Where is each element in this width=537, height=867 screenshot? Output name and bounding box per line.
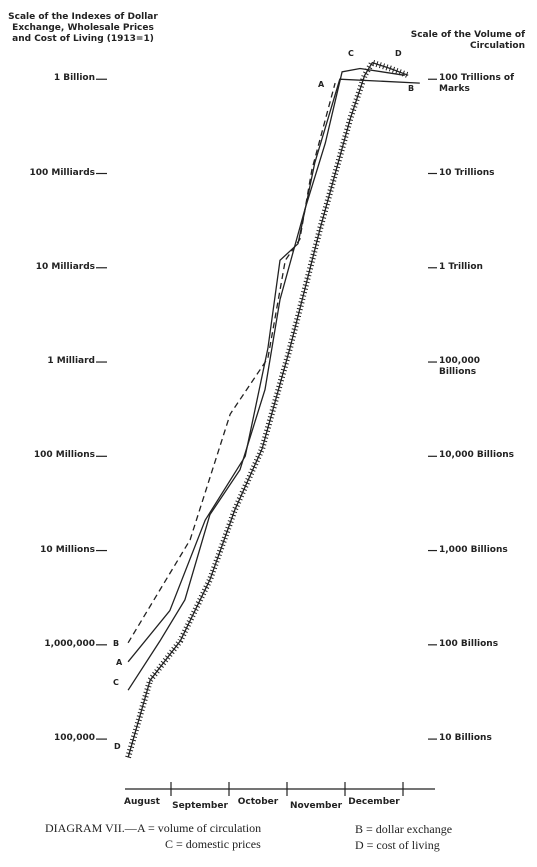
y2-tick-label: 10 Trillions xyxy=(439,167,495,178)
y-tick-label: 100 Millions xyxy=(33,450,95,461)
y-tick-label: 10 Milliards xyxy=(35,261,95,272)
series-line xyxy=(127,78,420,663)
series-letter: B xyxy=(408,84,414,93)
x-tick-label: November xyxy=(289,801,343,811)
series-letter: A xyxy=(116,658,123,667)
series-letter: D xyxy=(114,742,121,751)
series-letter: B xyxy=(113,639,119,648)
y2-tick-label: 10 Billions xyxy=(439,733,492,744)
y2-tick-label: 10,000 Billions xyxy=(439,450,515,461)
y2-tick-label: 100,000 Billions xyxy=(439,356,480,378)
x-tick-label: October xyxy=(237,797,279,807)
y2-tick-label: 100 Trillions of Marks xyxy=(439,73,515,95)
series-line-hatch xyxy=(125,58,410,759)
y2-tick-label: 100 Billions xyxy=(439,638,499,649)
series-line xyxy=(127,61,409,758)
y2-title: Scale of the Volume of Circulation xyxy=(410,30,525,51)
x-tick-label: August xyxy=(124,797,160,807)
y-tick-label: 10 Millions xyxy=(40,544,95,555)
series-line xyxy=(127,67,405,691)
y-tick-label: 1,000,000 xyxy=(44,638,95,649)
x-tick-label: September xyxy=(172,801,228,811)
y-tick-label: 100 Milliards xyxy=(29,167,95,178)
series-letter: D xyxy=(395,49,402,58)
x-tick-label: December xyxy=(348,797,400,807)
y-tick-label: 1 Billion xyxy=(53,73,95,84)
legend-entry: B = dollar exchange xyxy=(355,822,453,836)
legend-entry: D = cost of living xyxy=(355,838,440,852)
caption-prefix: DIAGRAM VII.— xyxy=(45,821,137,835)
series-letter: C xyxy=(348,49,354,58)
legend-entry: C = domestic prices xyxy=(165,837,261,851)
legend-entry: A = volume of circulation xyxy=(137,821,262,835)
series-letter: C xyxy=(113,678,119,687)
series-line xyxy=(127,82,336,644)
y-tick-label: 1 Milliard xyxy=(47,356,95,367)
series-letter: A xyxy=(318,80,325,89)
y-tick-label: 100,000 xyxy=(54,733,95,744)
y2-tick-label: 1 Trillion xyxy=(439,261,483,272)
y2-tick-label: 1,000 Billions xyxy=(439,544,508,555)
chart-title: Scale of the Indexes of Dollar Exchange,… xyxy=(8,12,158,44)
